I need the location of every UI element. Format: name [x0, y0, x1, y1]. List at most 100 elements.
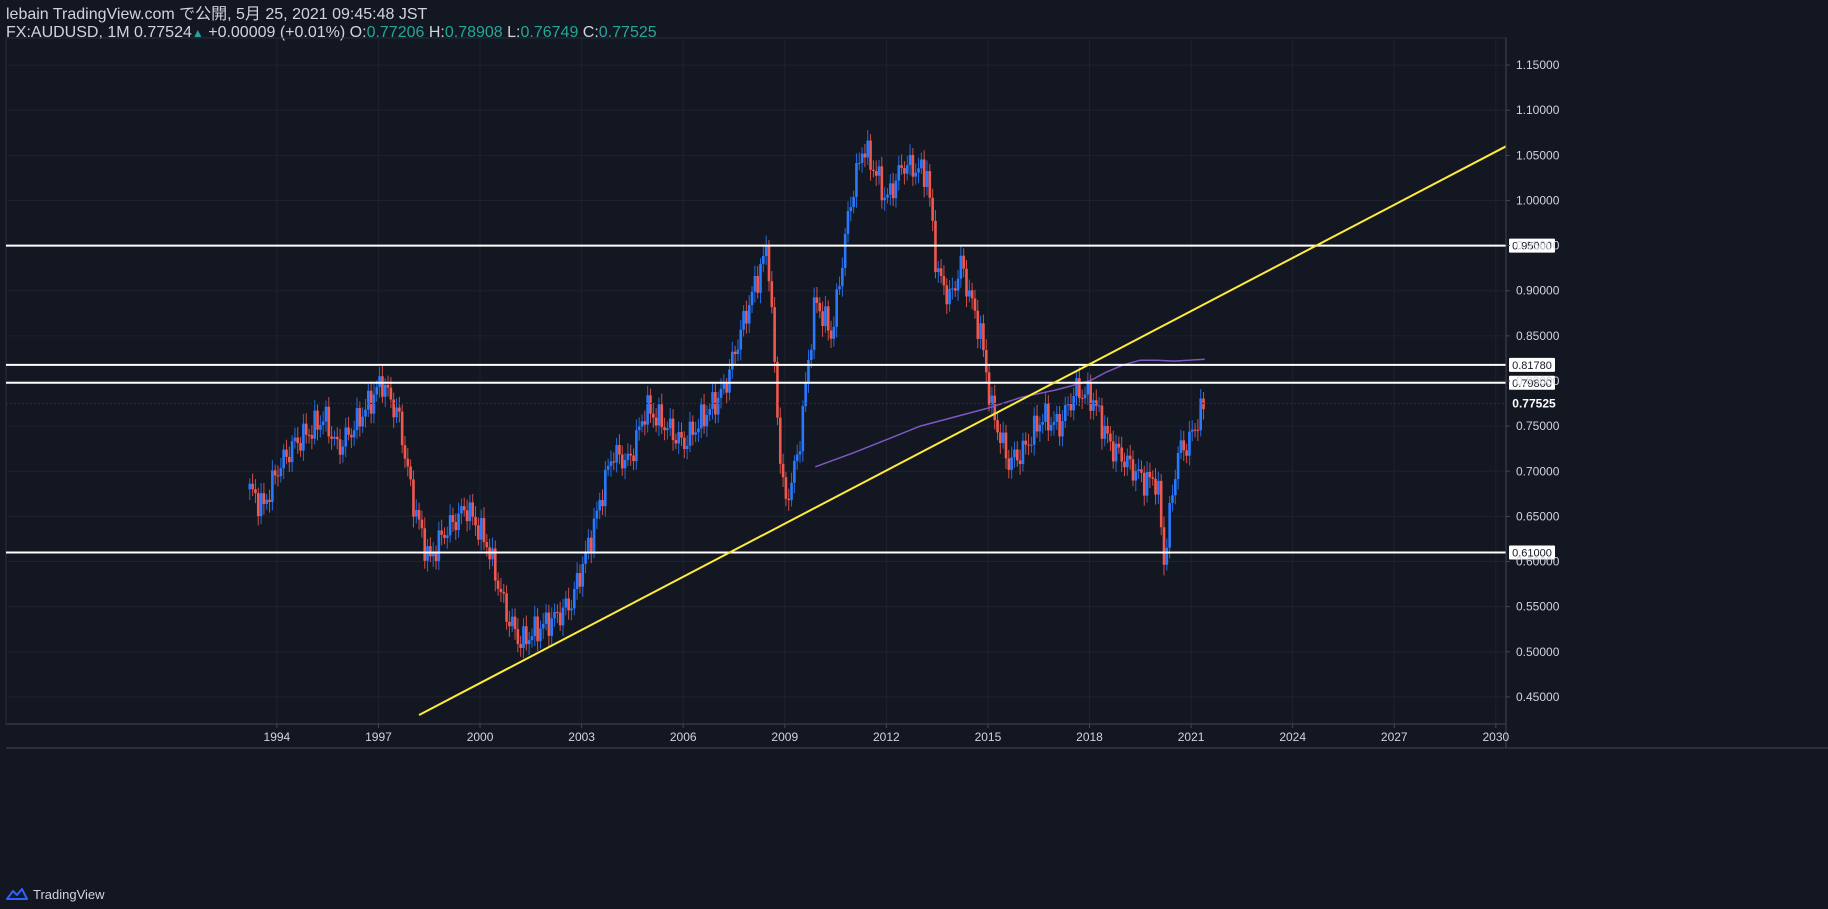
candle-body	[747, 305, 751, 324]
candle-body	[877, 166, 881, 176]
candle-body	[471, 502, 475, 517]
high-value: 0.78908	[444, 24, 503, 41]
candle-body	[1176, 452, 1180, 480]
symbol-label[interactable]: FX:AUDUSD, 1M	[6, 24, 130, 41]
close-label: C:	[582, 24, 599, 41]
candle-body	[319, 425, 322, 430]
candle-body	[440, 530, 443, 535]
y-tick-label: 0.55000	[1516, 600, 1560, 614]
candle-body	[866, 140, 870, 158]
footer-brand[interactable]: TradingView	[33, 886, 105, 902]
candle-body	[897, 165, 901, 181]
candle-body	[795, 454, 799, 461]
candle-body	[1027, 444, 1030, 446]
y-tick-label: 0.65000	[1516, 509, 1560, 523]
candle-body	[525, 626, 528, 645]
candle-body	[420, 519, 424, 529]
candle-body	[719, 388, 723, 398]
candle-body	[936, 268, 940, 273]
candle-body	[685, 445, 689, 450]
candle-body	[1126, 455, 1129, 468]
candle-body	[313, 410, 316, 439]
candle-body	[369, 390, 373, 414]
candle-body	[1024, 440, 1028, 445]
candle-body	[386, 384, 390, 388]
candle-body	[959, 255, 963, 279]
candle-body	[595, 510, 599, 519]
candle-body	[584, 551, 587, 564]
candle-body	[928, 171, 932, 198]
candle-body	[539, 628, 542, 642]
candle-body	[395, 407, 398, 418]
candle-body	[1157, 480, 1160, 495]
candle-body	[654, 417, 658, 426]
candle-body	[810, 349, 813, 360]
candle-body	[446, 535, 449, 538]
x-tick-label: 2018	[1076, 730, 1103, 744]
candle-body	[352, 430, 356, 438]
candle-body	[908, 154, 912, 166]
candle-body	[578, 573, 582, 587]
y-tick-label: 1.05000	[1516, 148, 1560, 162]
candle-body	[1038, 424, 1042, 432]
candle-body	[609, 461, 613, 466]
candle-body	[745, 310, 748, 324]
candle-body	[846, 211, 850, 234]
candle-body	[341, 446, 345, 455]
candle-body	[256, 493, 260, 517]
candle-body	[1069, 404, 1073, 411]
candle-body	[976, 310, 980, 339]
candle-body	[558, 612, 562, 626]
candle-body	[1055, 414, 1059, 422]
candle-body	[1199, 398, 1202, 431]
candle-body	[1145, 471, 1149, 496]
candle-body	[482, 517, 486, 543]
level-price-label: 0.81780	[1512, 360, 1552, 372]
candle-body	[1137, 469, 1140, 472]
candle-body	[920, 159, 923, 169]
level-price-label: 0.79800	[1512, 378, 1552, 390]
candle-body	[841, 267, 844, 287]
candle-body	[1202, 398, 1205, 410]
candle-body	[606, 465, 610, 470]
candle-body	[984, 350, 988, 373]
candle-body	[1151, 477, 1155, 479]
candle-body	[618, 444, 621, 455]
candle-body	[344, 427, 348, 447]
candle-body	[818, 303, 822, 312]
candle-body	[553, 611, 556, 619]
candle-body	[1171, 495, 1174, 503]
candle-body	[1193, 429, 1197, 431]
candle-body	[680, 432, 683, 438]
candle-body	[448, 515, 452, 536]
candle-body	[282, 449, 285, 469]
candle-body	[812, 297, 816, 350]
candle-body	[660, 404, 664, 428]
last-price-label: 0.77525	[1512, 396, 1556, 410]
candle-body	[894, 180, 898, 199]
candle-body	[533, 616, 537, 637]
candle-body	[736, 349, 740, 355]
candle-body	[392, 399, 395, 418]
y-tick-label: 0.95000	[1516, 239, 1560, 253]
candle-body	[759, 263, 762, 293]
candle-body	[601, 499, 604, 507]
candle-body	[316, 410, 319, 430]
candle-body	[587, 537, 590, 552]
candle-body	[917, 168, 920, 173]
candle-body	[948, 288, 951, 305]
moving-average-layer	[815, 358, 1205, 468]
candle-body	[824, 306, 827, 327]
low-label: L:	[507, 24, 521, 41]
candle-body	[327, 406, 331, 437]
candle-body	[1030, 444, 1033, 446]
candle-body	[683, 437, 686, 450]
candle-body	[649, 395, 652, 414]
candle-body	[575, 573, 579, 590]
candle-body	[939, 268, 943, 277]
candle-body	[629, 453, 633, 456]
candle-body	[457, 513, 460, 531]
candle-body	[990, 395, 994, 405]
x-tick-label: 2030	[1482, 730, 1509, 744]
